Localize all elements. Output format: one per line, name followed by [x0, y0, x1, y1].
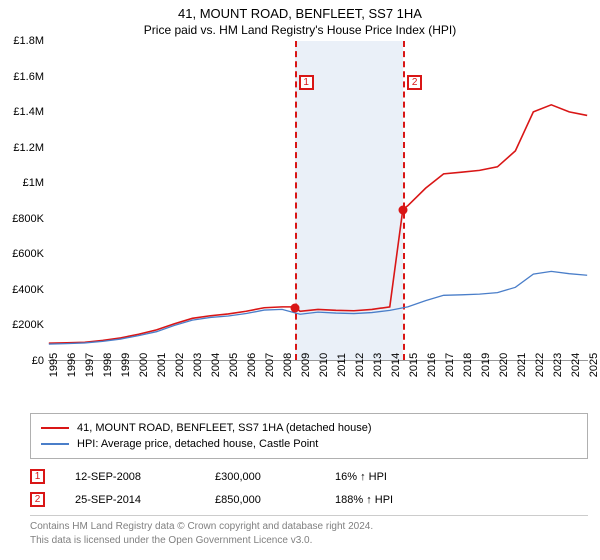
legend-item: HPI: Average price, detached house, Cast…: [41, 436, 577, 452]
footer-attribution: Contains HM Land Registry data © Crown c…: [30, 515, 588, 547]
chart-plot-area: £0£200K£400K£600K£800K£1M£1.2M£1.4M£1.6M…: [48, 41, 588, 361]
sale-vs-hpi: 188% ↑ HPI: [335, 494, 393, 506]
legend-label: 41, MOUNT ROAD, BENFLEET, SS7 1HA (detac…: [77, 422, 371, 434]
y-tick-label: £400K: [4, 284, 44, 296]
x-tick-label: 2008: [282, 353, 294, 377]
x-tick-label: 2015: [408, 353, 420, 377]
footer-line-2: This data is licensed under the Open Gov…: [30, 534, 588, 548]
y-tick-label: £1.4M: [4, 106, 44, 118]
y-tick-label: £800K: [4, 213, 44, 225]
chart-x-axis: 1995199619971998199920002001200220032004…: [48, 361, 588, 409]
legend-swatch: [41, 427, 69, 429]
series-line-hpi: [49, 271, 587, 344]
x-tick-label: 2004: [210, 353, 222, 377]
sale-marker-number: 2: [30, 492, 45, 507]
sale-date: 25-SEP-2014: [75, 494, 185, 506]
legend: 41, MOUNT ROAD, BENFLEET, SS7 1HA (detac…: [30, 413, 588, 459]
x-tick-label: 2009: [300, 353, 312, 377]
footer-line-1: Contains HM Land Registry data © Crown c…: [30, 520, 588, 534]
chart-subtitle: Price paid vs. HM Land Registry's House …: [0, 21, 600, 41]
sale-date: 12-SEP-2008: [75, 471, 185, 483]
x-tick-label: 2022: [534, 353, 546, 377]
x-tick-label: 2021: [516, 353, 528, 377]
x-tick-label: 2006: [246, 353, 258, 377]
sale-markers-block: 1 12-SEP-2008 £300,000 16% ↑ HPI 2 25-SEP-201…: [30, 465, 588, 511]
x-tick-label: 2003: [192, 353, 204, 377]
x-tick-label: 2017: [444, 353, 456, 377]
sale-marker-dot: [290, 303, 299, 312]
x-tick-label: 2016: [426, 353, 438, 377]
x-tick-label: 2025: [588, 353, 600, 377]
x-tick-label: 2001: [156, 353, 168, 377]
x-tick-label: 2014: [390, 353, 402, 377]
x-tick-label: 2019: [480, 353, 492, 377]
sale-marker-row: 2 25-SEP-2014 £850,000 188% ↑ HPI: [30, 488, 588, 511]
sale-price: £850,000: [215, 494, 305, 506]
chart-svg: [48, 41, 588, 360]
y-tick-label: £200K: [4, 319, 44, 331]
sale-vs-hpi: 16% ↑ HPI: [335, 471, 387, 483]
x-tick-label: 2011: [336, 353, 348, 377]
x-tick-label: 2012: [354, 353, 366, 377]
x-tick-label: 2023: [552, 353, 564, 377]
x-tick-label: 2010: [318, 353, 330, 377]
sale-marker-badge: 1: [299, 75, 314, 90]
x-tick-label: 1999: [120, 353, 132, 377]
legend-item: 41, MOUNT ROAD, BENFLEET, SS7 1HA (detac…: [41, 420, 577, 436]
x-tick-label: 1998: [102, 353, 114, 377]
y-tick-label: £0: [4, 355, 44, 367]
y-tick-label: £600K: [4, 248, 44, 260]
series-line-property: [49, 105, 587, 343]
y-tick-label: £1M: [4, 177, 44, 189]
sale-marker-row: 1 12-SEP-2008 £300,000 16% ↑ HPI: [30, 465, 588, 488]
legend-label: HPI: Average price, detached house, Cast…: [77, 438, 318, 450]
sale-marker-badge: 2: [407, 75, 422, 90]
legend-swatch: [41, 443, 69, 445]
x-tick-label: 1995: [48, 353, 60, 377]
sale-marker-dot: [399, 205, 408, 214]
y-tick-label: £1.6M: [4, 71, 44, 83]
x-tick-label: 1997: [84, 353, 96, 377]
sale-marker-number: 1: [30, 469, 45, 484]
x-tick-label: 2018: [462, 353, 474, 377]
x-tick-label: 2020: [498, 353, 510, 377]
y-tick-label: £1.2M: [4, 142, 44, 154]
x-tick-label: 2005: [228, 353, 240, 377]
chart-title: 41, MOUNT ROAD, BENFLEET, SS7 1HA: [0, 0, 600, 21]
sale-price: £300,000: [215, 471, 305, 483]
x-tick-label: 2024: [570, 353, 582, 377]
x-tick-label: 2000: [138, 353, 150, 377]
x-tick-label: 2013: [372, 353, 384, 377]
y-tick-label: £1.8M: [4, 35, 44, 47]
x-tick-label: 2002: [174, 353, 186, 377]
x-tick-label: 1996: [66, 353, 78, 377]
x-tick-label: 2007: [264, 353, 276, 377]
